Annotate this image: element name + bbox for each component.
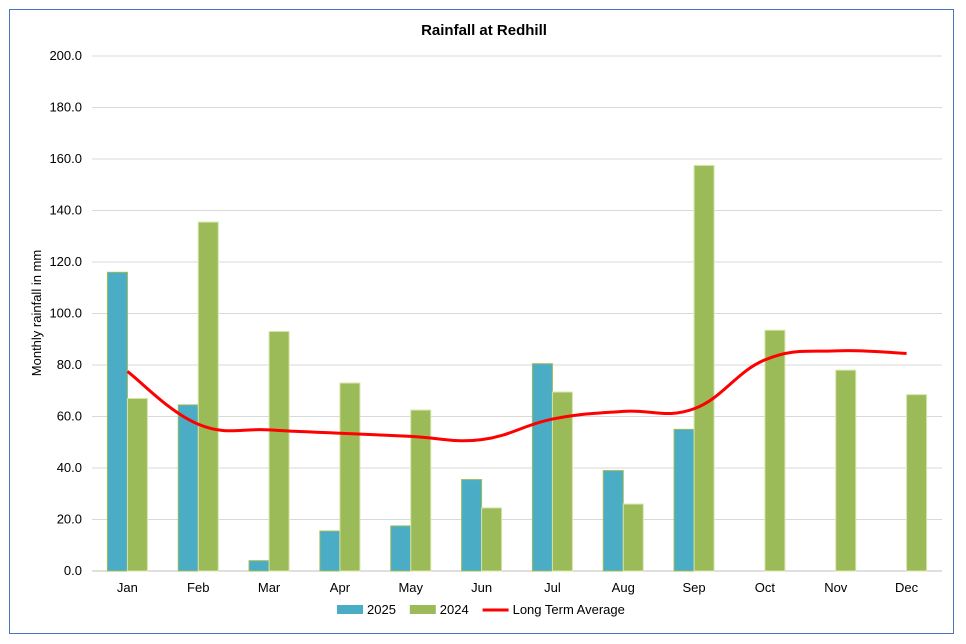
bar-2024 <box>197 221 219 572</box>
bar-2025 <box>319 530 341 572</box>
y-tick-label: 200.0 <box>49 48 82 63</box>
y-tick-label: 20.0 <box>57 512 82 527</box>
bar-2025 <box>177 404 199 572</box>
bar-2025 <box>602 470 624 572</box>
bar-2024 <box>410 409 432 572</box>
y-axis-ticks: 0.0 20.0 40.0 60.0 80.0 100.0 120.0 140.0 160.0 1… <box>49 48 82 578</box>
y-tick-label: 80.0 <box>57 357 82 372</box>
y-tick-label: 100.0 <box>49 306 82 321</box>
y-tick-label: 140.0 <box>49 203 82 218</box>
legend: 2025 2024 Long Term Average <box>337 602 625 617</box>
x-tick-label: Sep <box>683 580 706 595</box>
y-axis-label: Monthly rainfall in mm <box>29 250 44 376</box>
x-tick-label: Aug <box>612 580 635 595</box>
y-tick-label: 180.0 <box>49 100 82 115</box>
x-tick-label: Nov <box>824 580 848 595</box>
y-tick-label: 40.0 <box>57 460 82 475</box>
bar-2025 <box>390 525 412 572</box>
y-tick-label: 160.0 <box>49 151 82 166</box>
bar-2024 <box>339 382 361 572</box>
x-tick-label: Feb <box>187 580 209 595</box>
bar-2025 <box>531 363 553 572</box>
bar-2025 <box>461 479 483 572</box>
x-tick-label: Jun <box>471 580 492 595</box>
bar-2024 <box>551 391 573 572</box>
legend-label-2024: 2024 <box>440 602 469 617</box>
bar-2024 <box>268 331 290 572</box>
bar-2024 <box>622 503 644 572</box>
legend-swatch-2025 <box>337 605 363 614</box>
x-tick-label: Jan <box>117 580 138 595</box>
bar-2024 <box>835 369 857 572</box>
legend-label-long-term-average: Long Term Average <box>513 602 625 617</box>
bars <box>106 164 928 572</box>
y-tick-label: 120.0 <box>49 254 82 269</box>
x-tick-label: Dec <box>895 580 919 595</box>
x-tick-label: Oct <box>755 580 776 595</box>
y-tick-label: 0.0 <box>64 563 82 578</box>
chart-title: Rainfall at Redhill <box>421 22 547 39</box>
bar-2024 <box>126 397 148 572</box>
bar-2024 <box>906 394 928 572</box>
x-tick-label: May <box>398 580 423 595</box>
bar-2025 <box>106 271 128 572</box>
x-tick-label: Jul <box>544 580 561 595</box>
x-tick-label: Apr <box>330 580 351 595</box>
bar-2025 <box>673 428 695 572</box>
gridlines <box>92 55 942 572</box>
x-tick-label: Mar <box>258 580 281 595</box>
bar-2024 <box>481 507 503 572</box>
x-axis-ticks: Jan Feb Mar Apr May Jun Jul Aug Sep Oct Nov Dec <box>117 580 919 595</box>
y-tick-label: 60.0 <box>57 409 82 424</box>
bar-2025 <box>248 560 270 572</box>
legend-label-2025: 2025 <box>367 602 396 617</box>
line-long-term-average <box>126 349 907 443</box>
average-line <box>126 349 907 443</box>
bar-2024 <box>693 164 715 572</box>
legend-swatch-2024 <box>409 605 436 614</box>
bar-2024 <box>764 329 786 572</box>
